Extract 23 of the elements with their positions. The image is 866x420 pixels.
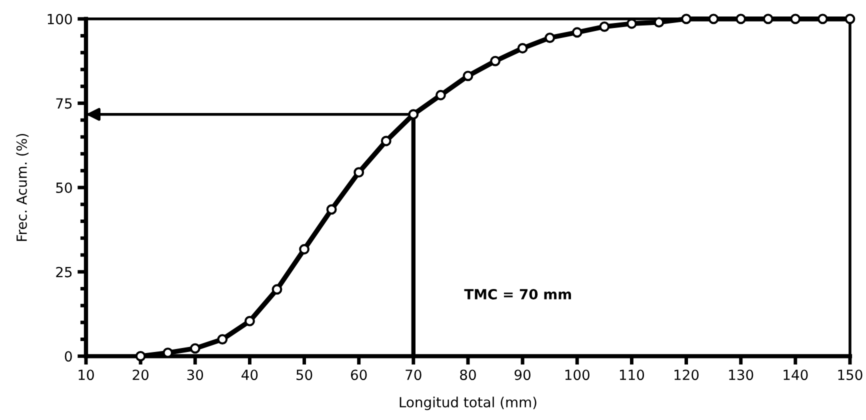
x-tick-label: 110 (620, 370, 644, 380)
x-tick-label: 80 (460, 370, 476, 380)
x-tick-label: 90 (514, 370, 530, 380)
x-tick-label: 30 (187, 370, 204, 380)
y-tick-label: 75 (56, 98, 72, 109)
x-tick-label: 130 (729, 370, 754, 380)
y-axis-title: Frec. Acum. (%) (16, 134, 29, 241)
annotation: TMC = 70 mm (464, 288, 571, 300)
y-tick-label: 25 (56, 266, 72, 278)
y-tick-label: 100 (48, 14, 72, 24)
x-tick-label: 70 (406, 370, 422, 380)
y-tick-label: 0 (64, 351, 72, 362)
x-tick-label: 50 (296, 370, 312, 380)
x-tick-label: 40 (242, 370, 258, 380)
x-tick-label: 10 (78, 370, 94, 380)
x-tick-label: 120 (674, 370, 699, 380)
x-tick-label: 100 (565, 370, 590, 380)
y-tick-label: 50 (56, 182, 72, 194)
x-axis-title: Longitud total (mm) (400, 396, 536, 410)
x-tick-label: 20 (132, 370, 148, 380)
x-tick-label: 140 (784, 370, 808, 380)
x-tick-label: 60 (350, 370, 367, 380)
x-tick-label: 150 (838, 370, 862, 380)
